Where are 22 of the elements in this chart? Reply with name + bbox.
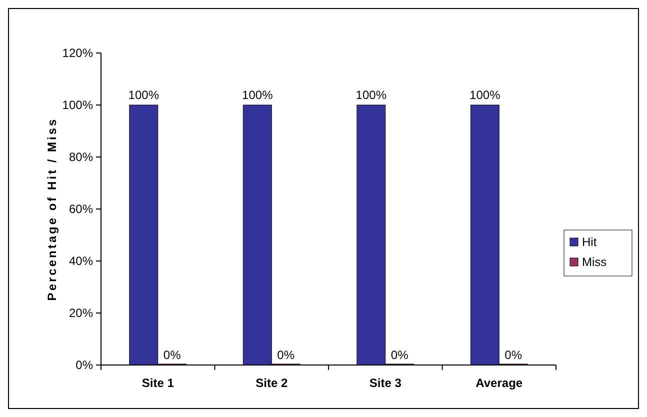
x-tick-label: Site 2 <box>256 376 288 390</box>
y-tick-label: 40% <box>68 254 94 268</box>
data-label: 100% <box>356 88 387 102</box>
legend-label: Hit <box>582 235 598 250</box>
x-tick-label: Site 1 <box>142 376 174 390</box>
data-label: 0% <box>390 348 409 362</box>
legend-label: Miss <box>582 255 607 270</box>
y-tick-label: 20% <box>68 306 94 320</box>
y-tick-label: 0% <box>76 358 94 372</box>
data-label: 100% <box>242 88 274 102</box>
data-label: 0% <box>504 348 522 362</box>
y-tick-label: 100% <box>62 98 94 112</box>
data-label: 0% <box>277 348 295 362</box>
y-tick-label: 120% <box>62 46 94 60</box>
data-label: 0% <box>163 348 182 362</box>
y-axis-title: Percentage of Hit / Miss <box>45 117 59 301</box>
y-tick-label: 60% <box>68 202 94 216</box>
data-label: 100% <box>470 88 501 102</box>
x-tick-label: Site 3 <box>369 376 402 390</box>
x-tick-label: Average <box>476 376 523 390</box>
data-label: 100% <box>128 88 160 102</box>
y-tick-label: 80% <box>68 150 94 164</box>
